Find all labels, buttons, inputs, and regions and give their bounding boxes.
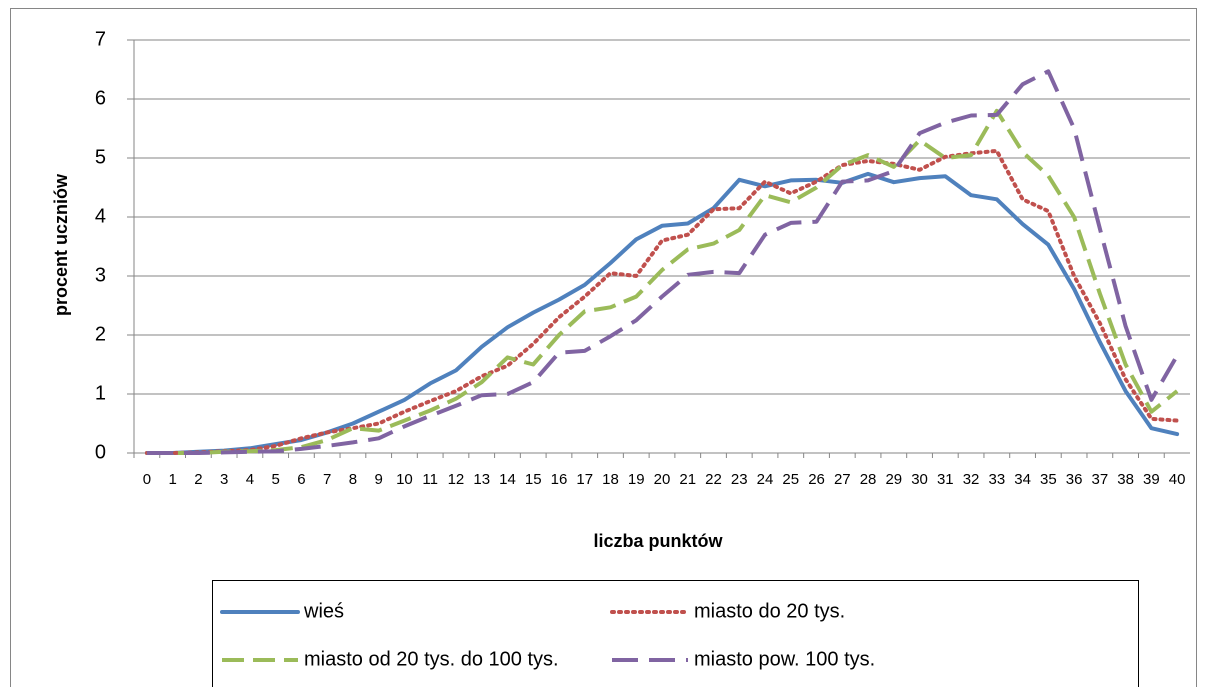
legend-label: miasto pow. 100 tys. xyxy=(694,648,875,670)
x-tick-label: 22 xyxy=(705,471,722,488)
series-line xyxy=(146,108,1179,455)
y-tick-label: 4 xyxy=(95,205,106,227)
x-tick-label: 39 xyxy=(1143,471,1160,488)
x-tick-label: 30 xyxy=(911,471,928,488)
x-tick-label: 16 xyxy=(551,471,568,488)
y-tick-label: 6 xyxy=(95,87,106,109)
x-tick-label: 10 xyxy=(396,471,413,488)
x-tick-label: 36 xyxy=(1066,471,1083,488)
y-tick-label: 2 xyxy=(95,323,106,345)
y-tick-label: 1 xyxy=(95,382,106,404)
x-tick-label: 12 xyxy=(448,471,465,488)
y-tick-label: 0 xyxy=(95,441,106,463)
x-axis-label: liczba punktów xyxy=(593,531,723,551)
x-tick-label: 0 xyxy=(143,471,151,488)
legend-label: wieś xyxy=(303,600,344,622)
x-tick-label: 34 xyxy=(1014,471,1031,488)
x-tick-label: 1 xyxy=(168,471,176,488)
x-tick-label: 7 xyxy=(323,471,331,488)
x-tick-label: 29 xyxy=(885,471,902,488)
x-tick-label: 3 xyxy=(220,471,228,488)
legend-label: miasto od 20 tys. do 100 tys. xyxy=(304,648,559,670)
x-tick-label: 18 xyxy=(602,471,619,488)
x-tick-label: 5 xyxy=(271,471,279,488)
y-tick-label: 7 xyxy=(95,28,106,50)
x-tick-label: 27 xyxy=(834,471,851,488)
x-tick-label: 8 xyxy=(349,471,357,488)
x-tick-label: 17 xyxy=(576,471,593,488)
y-tick-label: 3 xyxy=(95,264,106,286)
x-tick-label: 19 xyxy=(628,471,645,488)
series-line xyxy=(146,69,1179,455)
x-tick-label: 11 xyxy=(422,471,438,488)
x-tick-label: 26 xyxy=(808,471,825,488)
x-tick-label: 40 xyxy=(1169,471,1186,488)
x-tick-label: 28 xyxy=(860,471,877,488)
legend-label: miasto do 20 tys. xyxy=(694,600,845,622)
x-tick-label: 32 xyxy=(963,471,980,488)
legend xyxy=(212,580,1139,687)
x-tick-label: 6 xyxy=(297,471,305,488)
x-tick-label: 33 xyxy=(988,471,1005,488)
x-tick-label: 14 xyxy=(499,471,516,488)
x-tick-label: 21 xyxy=(679,471,696,488)
x-tick-label: 38 xyxy=(1117,471,1134,488)
x-tick-label: 25 xyxy=(782,471,799,488)
x-tick-label: 24 xyxy=(757,471,774,488)
x-tick-label: 31 xyxy=(937,471,954,488)
x-tick-label: 4 xyxy=(246,471,254,488)
x-tick-label: 35 xyxy=(1040,471,1057,488)
x-tick-label: 9 xyxy=(375,471,383,488)
x-tick-label: 15 xyxy=(525,471,542,488)
x-tick-label: 20 xyxy=(654,471,671,488)
x-tick-label: 13 xyxy=(473,471,490,488)
chart-frame xyxy=(10,8,1197,687)
x-tick-label: 37 xyxy=(1092,471,1109,488)
y-tick-label: 5 xyxy=(95,146,106,168)
x-tick-label: 2 xyxy=(194,471,202,488)
y-axis-label: procent uczniów xyxy=(51,173,71,316)
x-tick-label: 23 xyxy=(731,471,748,488)
series-line xyxy=(144,148,1180,455)
